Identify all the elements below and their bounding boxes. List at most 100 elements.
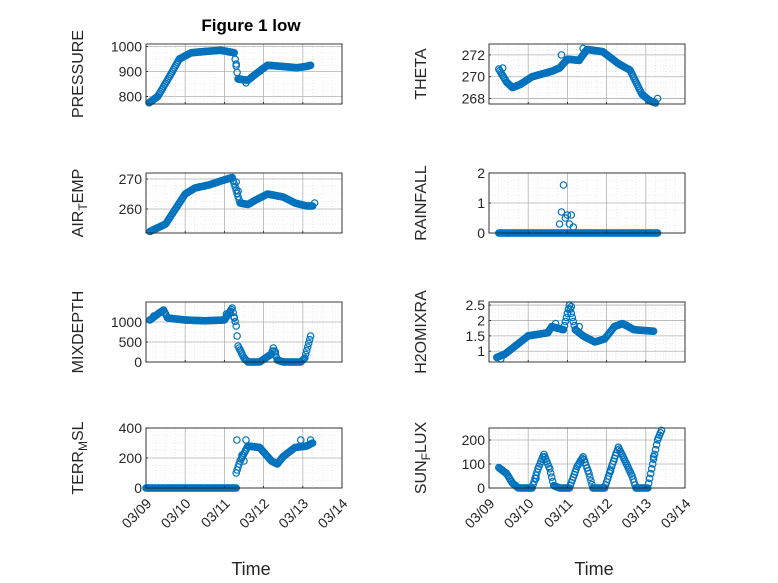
data-point [651,445,660,454]
data-point [648,460,657,468]
data-point [586,473,594,482]
data-point [557,208,566,216]
data-point [304,339,313,348]
y-axis-label: AIRTEMP [70,169,90,238]
data-point [226,308,235,316]
data-point [310,199,319,207]
data-point [551,319,560,328]
data-point [232,178,241,186]
subplot-6: 11.522.5 H2OMIXRA [413,290,686,374]
y-tick-label: 2 [477,165,485,181]
data-point [301,350,310,359]
data-point [306,332,315,340]
data-point [646,469,655,478]
y-tick-label: 0 [477,480,485,496]
y-tick-label: 270 [462,69,486,85]
data-point [306,61,315,70]
y-tick-label: 800 [119,89,143,105]
data-point [296,436,305,444]
data-point [645,474,654,483]
data-point [557,51,566,59]
data-point [242,79,250,87]
y-label-subscript: F [419,453,433,460]
y-tick-label: 0 [477,225,485,241]
data-point [547,473,556,482]
data-point [229,308,238,317]
data-point [236,346,244,354]
data-point [498,64,507,72]
axes-box [145,172,343,234]
data-point [232,60,241,68]
y-tick-label: 1000 [111,314,142,330]
y-label-main: TERR [70,451,87,495]
x-axis-label-right: Time [574,559,613,579]
axes-box [488,427,686,489]
y-tick-label: 400 [119,420,143,436]
data-point [606,467,615,476]
subplot-4: 0 1 2 RAINFALL [413,165,686,241]
data-point [649,455,658,464]
subplot-2: 268 270 272 THETA [413,43,686,107]
y-tick-label: 500 [119,334,143,350]
data-point [150,312,158,320]
subplot-3: 260 270 AIRTEMP [70,169,343,238]
y-tick-label: 200 [462,432,486,448]
y-tick-label: 270 [119,171,143,187]
subplot-1: 800 900 1000 PRESSURE [70,30,343,118]
data-point [545,464,554,473]
data-point [233,332,241,340]
data-point [230,314,239,322]
data-point [567,302,576,311]
data-point [559,325,568,334]
y-tick-label: 1.5 [466,328,486,344]
data-point [233,436,241,444]
data-point [622,321,631,329]
data-point [652,440,661,449]
y-tick-label: 2 [477,312,485,328]
data-point [579,44,587,53]
y-tick-label: 200 [119,450,143,466]
y-label-main: SUN [413,460,430,494]
axes-box [488,301,686,363]
data-point [303,343,312,351]
data-point [555,220,564,228]
data-point [231,317,240,326]
y-tick-label: 260 [119,201,143,217]
subplot-5: 0 500 1000 MIXDEPTH [70,291,343,374]
data-point [228,304,237,312]
data-point [240,457,248,465]
y-label-rest: EMP [70,169,87,204]
axes-box [488,43,686,105]
data-point [568,313,577,322]
y-tick-label: 1000 [111,39,142,55]
data-point [567,211,576,219]
y-label-rest: LUX [413,422,430,453]
data-point [306,436,315,444]
y-tick-label: 272 [462,47,486,63]
y-axis-label: THETA [413,48,430,100]
y-label-subscript: T [76,203,90,211]
y-axis-label: TERRMSL [70,421,90,494]
data-point [546,469,555,477]
y-label-rest: SL [70,421,87,441]
data-point [532,474,540,483]
data-point [561,317,570,326]
y-tick-label: 900 [119,64,143,80]
data-point [560,321,569,330]
y-tick-label: 0 [134,480,142,496]
data-point [271,348,280,356]
data-point [649,327,658,336]
y-tick-label: 268 [462,91,486,107]
y-tick-label: 0 [134,354,142,370]
y-tick-label: 2.5 [466,297,486,313]
data-point [236,75,244,83]
data-point [222,310,231,318]
y-axis-label: MIXDEPTH [70,291,87,374]
data-point [587,476,595,485]
data-point [232,322,241,330]
data-point [569,317,578,326]
data-point [563,211,572,219]
